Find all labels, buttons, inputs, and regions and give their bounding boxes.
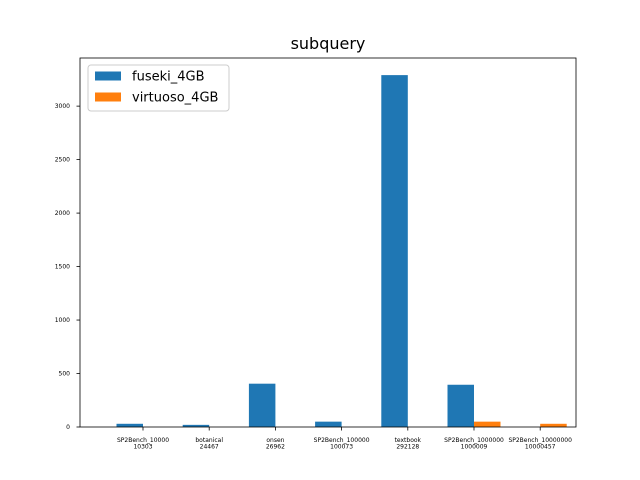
y-tick-label: 3000 (55, 103, 70, 110)
bar-fuseki_4GB-2 (248, 383, 276, 427)
bar-fuseki_4GB-4 (381, 75, 408, 428)
y-tick-label: 0 (66, 424, 70, 431)
legend-box (87, 64, 230, 112)
y-tick-label: 500 (59, 371, 71, 378)
y-tick-label: 2000 (55, 210, 70, 217)
bar-fuseki_4GB-0 (116, 423, 143, 427)
legend-swatch-virtuoso_4GB (95, 92, 121, 102)
bar-fuseki_4GB-5 (447, 384, 474, 427)
plot-frame (79, 57, 577, 428)
bar-virtuoso_4GB-5 (474, 421, 501, 427)
x-tick-label: botanical 24467 (195, 437, 223, 451)
x-tick-label: SP2Bench_1000000 1000009 (444, 437, 504, 451)
bar-virtuoso_4GB-6 (540, 423, 567, 427)
y-axis: 0 500 1000 1500 2000 2500 3000 (55, 103, 80, 431)
y-tick-label: 2500 (55, 157, 70, 164)
x-tick-label: SP2Bench_100000 100073 (314, 437, 370, 451)
bars-group (116, 75, 567, 428)
x-tick-label: onsen 26962 (266, 437, 285, 451)
y-tick-label: 1000 (55, 317, 70, 324)
legend-label-fuseki_4GB: fuseki_4GB (132, 70, 205, 85)
x-tick-label: SP2Bench_10000 10303 (117, 437, 169, 451)
x-tick-label: textbook 292128 (395, 437, 422, 451)
bar-fuseki_4GB-3 (315, 421, 342, 427)
chart-title: subquery (291, 34, 366, 53)
x-axis: SP2Bench_10000 10303 botanical 24467 onsen 26… (117, 427, 572, 451)
x-tick-label: SP2Bench_10000000 10000457 (508, 437, 572, 451)
legend-label-virtuoso_4GB: virtuoso_4GB (132, 91, 218, 106)
legend-swatch-fuseki_4GB (95, 71, 121, 81)
y-tick-label: 1500 (55, 264, 70, 271)
bar-fuseki_4GB-1 (182, 424, 210, 427)
legend: fuseki_4GB virtuoso_4GB (87, 64, 230, 112)
